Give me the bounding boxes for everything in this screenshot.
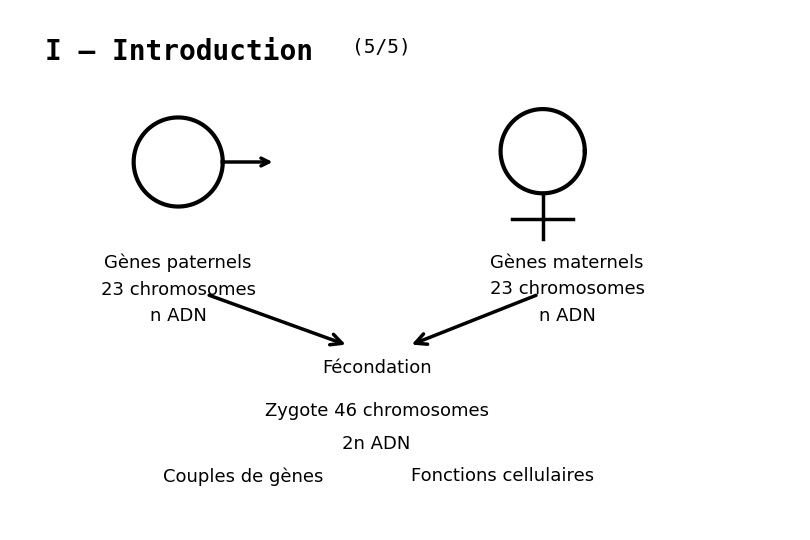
Text: I – Introduction: I – Introduction xyxy=(45,38,313,66)
Text: Gènes maternels
23 chromosomes
n ADN: Gènes maternels 23 chromosomes n ADN xyxy=(489,254,645,325)
Text: 2n ADN: 2n ADN xyxy=(343,435,411,453)
Text: Gènes paternels
23 chromosomes
n ADN: Gènes paternels 23 chromosomes n ADN xyxy=(100,254,256,325)
Text: Fonctions cellulaires: Fonctions cellulaires xyxy=(411,467,594,485)
Text: (5/5): (5/5) xyxy=(352,38,411,57)
Text: Zygote 46 chromosomes: Zygote 46 chromosomes xyxy=(265,402,488,420)
Text: Couples de gènes: Couples de gènes xyxy=(163,467,323,485)
Text: Fécondation: Fécondation xyxy=(322,359,432,377)
